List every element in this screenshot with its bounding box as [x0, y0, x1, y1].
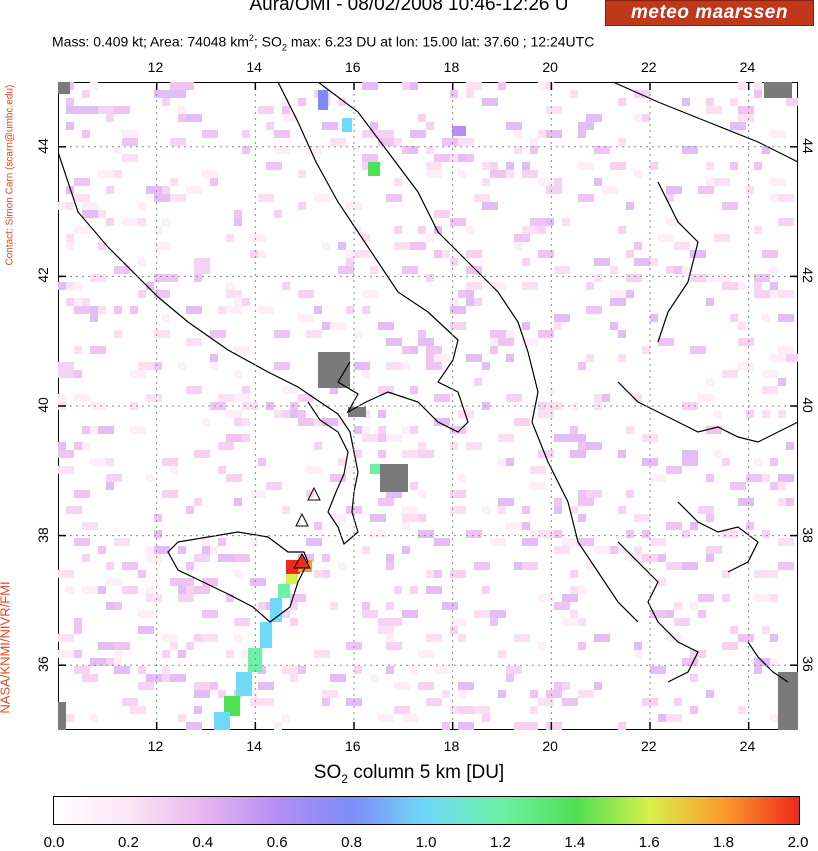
colorbar-label-6: 1.2	[489, 834, 511, 851]
map-subtitle: Mass: 0.409 kt; Area: 74048 km2; SO2 max…	[52, 33, 594, 52]
lon-label-top-6: 24	[739, 59, 756, 75]
colorbar	[53, 796, 800, 825]
colorbar-label-10: 2.0	[787, 834, 809, 851]
colorbar-label-5: 1.0	[415, 834, 437, 851]
volcano-markers	[293, 486, 321, 569]
colorbar-title-so: SO	[313, 762, 342, 783]
colorbar-label-7: 1.4	[564, 834, 586, 851]
subtitle-km-sup: 2	[248, 33, 254, 43]
lat-label-right-3: 38	[799, 526, 816, 543]
colorbar-label-2: 0.4	[192, 834, 214, 851]
lon-label-bottom-3: 18	[443, 738, 460, 754]
subtitle-so-sub: 2	[281, 42, 287, 53]
lat-label-left-3: 38	[34, 526, 51, 543]
subtitle-so: ; SO	[253, 33, 282, 50]
lon-label-top-5: 22	[641, 59, 657, 75]
credit-text: NASA/KNMI/NIVR/FMI	[0, 581, 13, 714]
lon-label-bottom-0: 12	[147, 738, 164, 754]
subtitle-max: max: 6.23 DU at lon: 15.00 lat: 37.60 ; …	[286, 33, 595, 50]
map-title: Aura/OMI - 08/02/2008 10:46-12:26 U	[249, 0, 569, 15]
coastlines	[58, 82, 798, 683]
lon-label-top-0: 12	[147, 59, 164, 75]
contact-text: Contact: Simon Carn (scarn@umbc.edu)	[4, 84, 16, 266]
colorbar-title-sub: 2	[341, 771, 348, 786]
lon-label-bottom-5: 22	[641, 738, 657, 754]
lon-label-top-1: 14	[246, 59, 262, 75]
axis-ticks	[58, 82, 798, 730]
lon-label-top-3: 18	[443, 59, 460, 75]
subtitle-mass-area: Mass: 0.409 kt; Area: 74048 km	[52, 33, 249, 50]
lat-label-right-4: 36	[799, 656, 816, 672]
lat-label-left-2: 40	[34, 397, 51, 413]
lon-label-bottom-6: 24	[739, 738, 756, 754]
colorbar-label-1: 0.2	[117, 834, 139, 851]
colorbar-label-4: 0.8	[341, 834, 363, 851]
lat-label-left-4: 36	[34, 656, 51, 672]
meteo-maarssen-logo: meteo maarssen	[605, 0, 814, 26]
colorbar-label-0: 0.0	[43, 834, 65, 851]
so2-map	[58, 82, 798, 730]
lat-label-left-0: 44	[34, 138, 51, 154]
data-gap-pixels	[58, 82, 798, 730]
colorbar-title: SO2 column 5 km [DU]	[0, 762, 818, 786]
lat-label-right-1: 42	[799, 267, 816, 284]
grid-lines	[58, 82, 798, 730]
lat-label-right-0: 44	[799, 138, 816, 154]
colorbar-title-rest: column 5 km [DU]	[347, 762, 505, 783]
colorbar-label-9: 1.8	[713, 834, 735, 851]
lat-label-right-2: 40	[799, 397, 816, 413]
lon-label-top-4: 20	[542, 59, 558, 75]
lon-label-top-2: 16	[345, 59, 361, 75]
colorbar-label-8: 1.6	[638, 834, 660, 851]
lon-label-bottom-1: 14	[246, 738, 262, 754]
lon-label-bottom-4: 20	[542, 738, 558, 754]
lon-label-bottom-2: 16	[345, 738, 361, 754]
colorbar-label-3: 0.6	[266, 834, 288, 851]
lat-label-left-1: 42	[34, 267, 51, 284]
